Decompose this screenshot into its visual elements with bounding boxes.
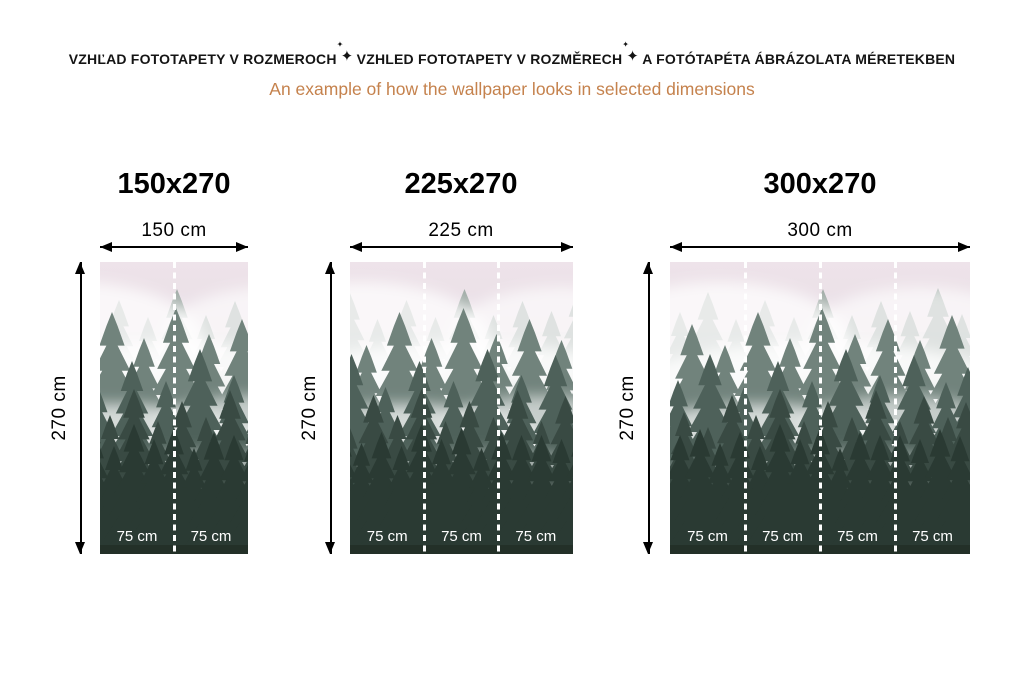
height-label: 270 cm bbox=[617, 375, 638, 441]
title-segment-cz: VZHLED FOTOTAPETY V ROZMĚRECH bbox=[356, 51, 623, 67]
height-arrow bbox=[325, 262, 335, 554]
title-segment-sk: VZHĽAD FOTOTAPETY V ROZMEROCH bbox=[68, 51, 337, 67]
wallpaper-photo-225x270: 75 cm 75 cm 75 cm bbox=[350, 262, 573, 554]
width-label-150: 150 cm bbox=[141, 220, 207, 241]
width-arrow bbox=[100, 242, 248, 252]
height-arrow bbox=[75, 262, 85, 554]
wallpaper-strip: 75 cm bbox=[670, 262, 745, 554]
strip-width-label: 75 cm bbox=[837, 528, 878, 545]
width-arrow bbox=[350, 242, 573, 252]
strip-width-label: 75 cm bbox=[190, 528, 232, 545]
strip-width-label: 75 cm bbox=[116, 528, 158, 545]
strip-width-label: 75 cm bbox=[762, 528, 803, 545]
panel-title-300x270: 300x270 bbox=[763, 168, 877, 200]
height-label: 270 cm bbox=[299, 375, 320, 441]
width-arrow bbox=[670, 242, 970, 252]
wallpaper-strip: 75 cm bbox=[893, 262, 970, 554]
width-label-225: 225 cm bbox=[428, 220, 494, 241]
height-arrow bbox=[643, 262, 653, 554]
sparkle-icon: ✦ ✦ bbox=[622, 40, 640, 65]
strip-width-label: 75 cm bbox=[912, 528, 953, 545]
panel-title-225x270: 225x270 bbox=[404, 168, 518, 200]
wallpaper-strip: 75 cm bbox=[172, 262, 248, 554]
wallpaper-strip: 75 cm bbox=[422, 262, 498, 554]
strip-width-label: 75 cm bbox=[687, 528, 728, 545]
panel-title-150x270: 150x270 bbox=[117, 168, 231, 200]
page-title: VZHĽAD FOTOTAPETY V ROZMEROCH ✦ ✦ VZHLED FO… bbox=[0, 40, 1024, 68]
wallpaper-strip: 75 cm bbox=[818, 262, 895, 554]
panel-segments: 75 cm 75 cm 75 cm 75 cm bbox=[670, 262, 970, 554]
wallpaper-strip: 75 cm bbox=[497, 262, 573, 554]
height-label: 270 cm bbox=[49, 375, 70, 441]
wallpaper-strip: 75 cm bbox=[743, 262, 820, 554]
wallpaper-photo-300x270: 75 cm 75 cm 75 cm 75 cm bbox=[670, 262, 970, 554]
panel-segments: 75 cm 75 cm 75 cm bbox=[350, 262, 573, 554]
strip-width-label: 75 cm bbox=[515, 528, 557, 545]
panel-segments: 75 cm 75 cm bbox=[100, 262, 248, 554]
strip-width-label: 75 cm bbox=[441, 528, 482, 545]
wallpaper-photo-150x270: 75 cm 75 cm bbox=[100, 262, 248, 554]
page-subtitle: An example of how the wallpaper looks in… bbox=[269, 79, 755, 99]
strip-width-label: 75 cm bbox=[366, 528, 408, 545]
wallpaper-strip: 75 cm bbox=[350, 262, 424, 554]
title-segment-hu: A FOTÓTAPÉTA ÁBRÁZOLATA MÉRETEKBEN bbox=[642, 51, 956, 67]
sparkle-icon: ✦ ✦ bbox=[336, 40, 354, 65]
wallpaper-strip: 75 cm bbox=[100, 262, 174, 554]
width-label-300: 300 cm bbox=[787, 220, 853, 241]
